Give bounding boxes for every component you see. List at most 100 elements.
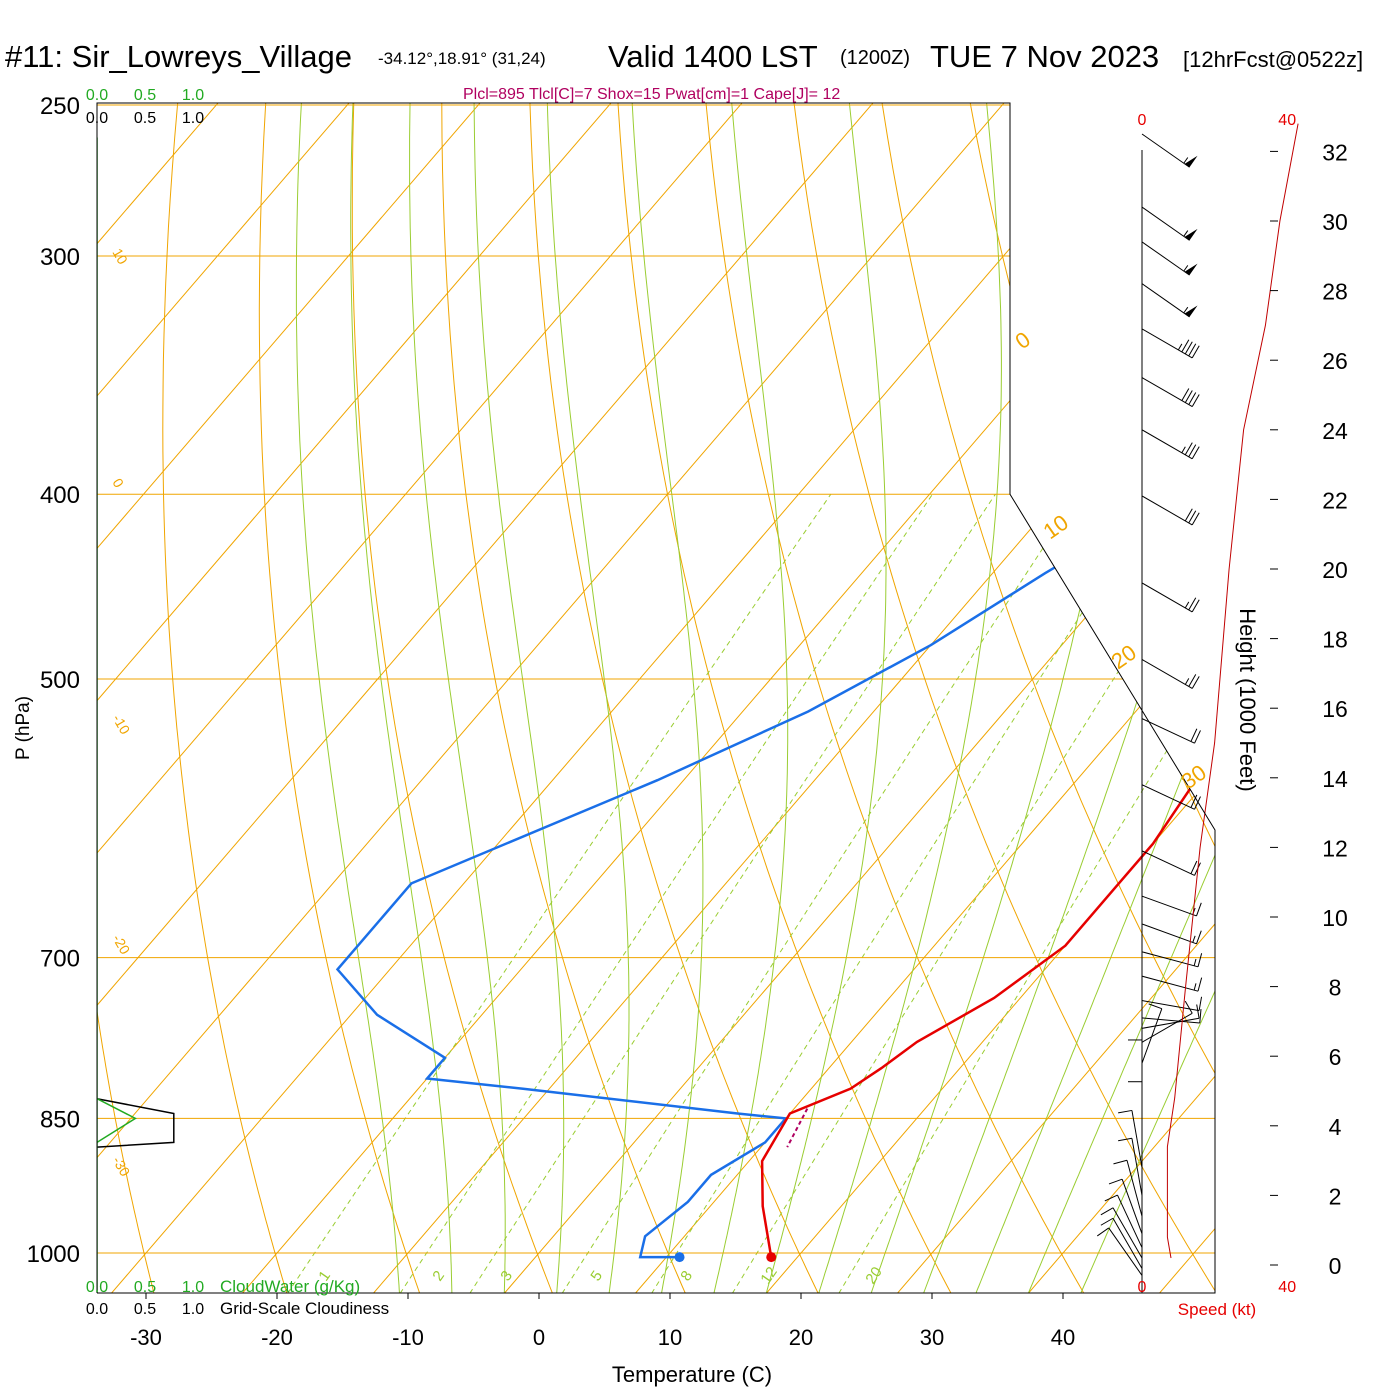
wind-barb-feather — [1104, 1194, 1118, 1202]
wind-barb — [1141, 495, 1193, 526]
wind-barb-feather — [1181, 339, 1190, 353]
moist-adiabat-line — [409, 103, 506, 1293]
temperature-tick-label: 0 — [533, 1325, 545, 1350]
wind-barb-half — [1177, 343, 1183, 351]
mixing-ratio-label: 5 — [587, 1268, 606, 1285]
mixing-ratio-label: 12 — [757, 1264, 780, 1287]
speed-tick-label-top: 40 — [1278, 112, 1296, 129]
wind-speed-line — [1166, 123, 1299, 1259]
cloudiness-label: Grid-Scale Cloudiness — [220, 1299, 389, 1318]
height-tick-label: 18 — [1322, 627, 1348, 653]
height-tick-label: 6 — [1329, 1044, 1342, 1070]
wind-barb-feather — [1190, 728, 1198, 742]
moist-adiabat-line — [765, 103, 887, 1293]
wind-barb-feather — [1197, 977, 1203, 992]
height-tick-label: 30 — [1322, 209, 1348, 235]
dry-adiabat-line — [877, 103, 1215, 1293]
pressure-tick-label: 850 — [40, 1106, 80, 1133]
dry-adiabat-line — [1138, 103, 1215, 1293]
moist-adiabat-label: 0 — [109, 476, 127, 491]
dry-adiabat-line — [615, 103, 952, 1293]
parcel-line — [786, 1108, 809, 1148]
wind-barb-half — [1184, 678, 1190, 685]
wind-barb — [1141, 1012, 1193, 1043]
dry-adiabat-line — [528, 103, 819, 1293]
mixing-ratio-label: 2 — [429, 1268, 448, 1285]
wind-panel — [1096, 123, 1299, 1293]
wind-barb — [1112, 1207, 1143, 1259]
temperature-tick-label: -10 — [392, 1325, 424, 1350]
background-lines — [97, 103, 1215, 1293]
dry-adiabat-label: 0 — [1011, 327, 1035, 355]
pressure-tick-label: 500 — [40, 667, 80, 694]
speed-tick-label-top: 0 — [1138, 112, 1147, 129]
wind-barb-feather — [1118, 1109, 1133, 1114]
wind-barb-feather — [1194, 796, 1201, 810]
wind-barb — [1141, 582, 1193, 613]
isotherm-line — [97, 103, 377, 1293]
wind-barb-feather — [1191, 512, 1200, 526]
dry-adiabat-line — [789, 103, 1215, 1293]
dry-adiabat-line — [702, 103, 1085, 1293]
wind-barb-feather — [1191, 676, 1200, 689]
wind-barb-half — [1183, 265, 1189, 272]
dewpoint-line — [335, 152, 1215, 1259]
surface-dewpoint-dot — [674, 1252, 685, 1263]
isotherm-line — [896, 103, 1215, 1293]
temperature-tick-label: 10 — [658, 1325, 682, 1350]
height-tick-label: 14 — [1322, 766, 1348, 792]
temperature-tick-label: 20 — [789, 1325, 813, 1350]
wind-barb — [1141, 659, 1193, 689]
wind-barb-half — [1193, 958, 1197, 966]
moist-adiabat-label: -20 — [109, 932, 133, 958]
wind-barb — [1112, 1218, 1143, 1269]
wind-barb-half — [1183, 157, 1189, 164]
plot-frame — [96, 102, 1216, 1294]
wind-barb — [1141, 241, 1190, 276]
wind-barb — [1141, 895, 1197, 917]
mixing-ratio-line — [399, 493, 933, 1293]
cloud-water-tick-bottom: 1.0 — [182, 1279, 204, 1296]
isotherm-line — [97, 103, 770, 1293]
dry-adiabat-label: 30 — [1177, 760, 1211, 795]
wind-barb-feather — [1184, 1000, 1193, 1014]
height-tick-label: 10 — [1322, 905, 1348, 931]
dry-adiabat-line — [351, 103, 553, 1293]
wind-barb-feather — [1191, 345, 1200, 359]
dry-adiabat-line — [162, 103, 288, 1293]
mixing-ratio-line — [731, 493, 1215, 1293]
wind-barb-feather — [1100, 1217, 1114, 1226]
wind-barb-feather — [1108, 1178, 1123, 1185]
temperature-axis-label: Temperature (C) — [612, 1362, 772, 1387]
isotherm-line — [97, 103, 508, 1293]
pressure-tick-label: 700 — [40, 946, 80, 973]
cloud-water-tick-top: 0.0 — [86, 87, 108, 104]
wind-barb-feather — [1199, 1008, 1202, 1024]
mixing-ratio-line — [287, 493, 832, 1293]
wind-barb-feather — [1196, 902, 1202, 917]
mixing-ratio-line — [469, 493, 996, 1293]
height-axis-label: Height (1000 Feet) — [1235, 608, 1260, 791]
surface-temperature-dot — [766, 1252, 777, 1263]
moist-adiabat-line — [295, 103, 400, 1293]
cloudiness-tick-bottom: 0.0 — [86, 1301, 108, 1318]
moist-adiabat-line — [546, 103, 630, 1293]
height-tick-label: 16 — [1322, 696, 1348, 722]
height-tick-label: 24 — [1322, 418, 1348, 444]
height-tick-label: 28 — [1322, 279, 1348, 305]
pressure-tick-label: 1000 — [27, 1241, 80, 1268]
cloudiness-line — [97, 1097, 175, 1148]
cloud-water-line — [97, 1098, 137, 1144]
pressure-tick-label: 300 — [40, 244, 80, 271]
moist-adiabat-label: 10 — [109, 246, 131, 268]
axes: -30 -20 -10 0 10 20 30 402503004005007008501000… — [27, 87, 1348, 1350]
isotherm-line — [634, 103, 1215, 1293]
wind-barb — [1141, 206, 1190, 241]
valid-date: TUE 7 Nov 2023 — [930, 39, 1159, 74]
temperature-tick-label: -20 — [261, 1325, 293, 1350]
wind-barb-half — [1181, 446, 1186, 454]
height-tick-label: 4 — [1329, 1114, 1342, 1140]
dry-adiabat-label: 10 — [1039, 510, 1073, 545]
speed-tick-label-bottom: 0 — [1138, 1279, 1147, 1296]
speed-axis-label: Speed (kt) — [1178, 1300, 1256, 1319]
